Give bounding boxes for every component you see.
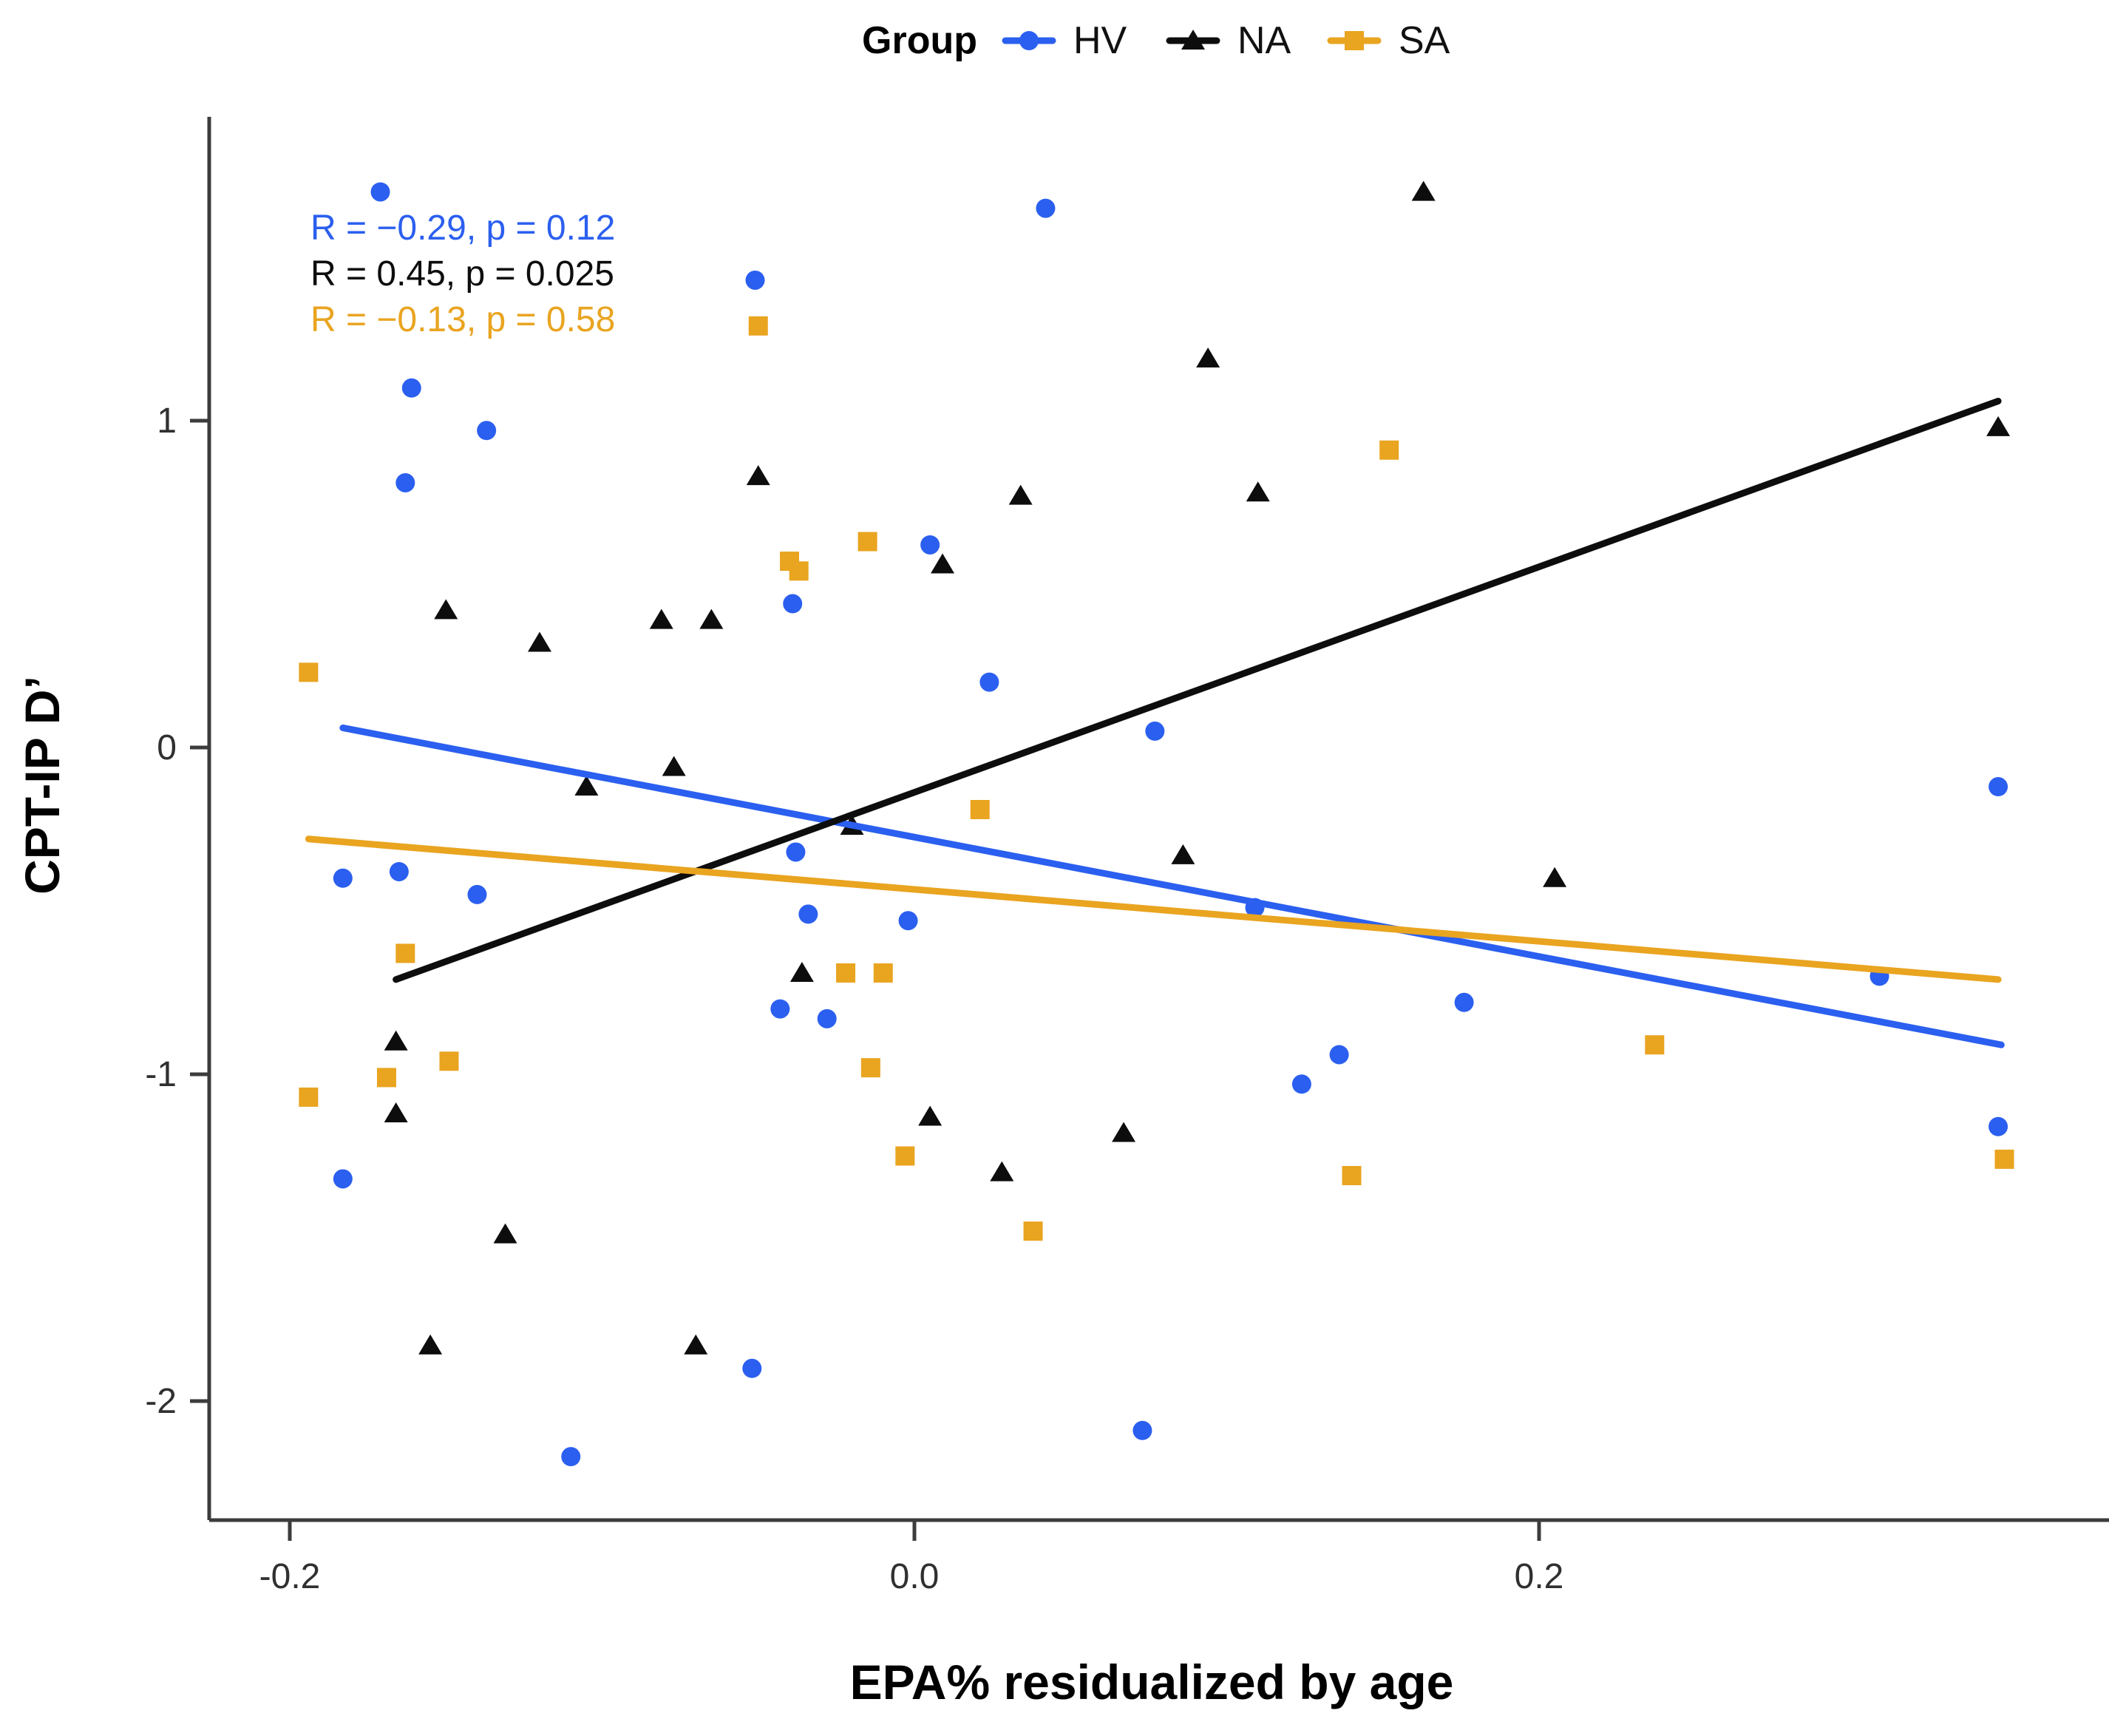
hv-data-point [1454,992,1474,1012]
y-tick-label: -1 [145,1055,177,1094]
sa-data-point [895,1146,915,1166]
series-sa-points [299,316,2014,1241]
hv-data-point [979,672,999,692]
na-data-point [990,1161,1014,1181]
sa-data-point [860,1058,880,1078]
hv-data-point [1145,721,1165,741]
y-tick-label: 1 [157,401,177,441]
na-data-point [684,1334,708,1354]
hv-data-point [920,535,940,555]
na-data-point [699,608,724,629]
legend-key-circle-icon [1019,31,1039,50]
na-data-point [434,599,458,620]
na-data-point [918,1105,943,1126]
legend-label-na: NA [1237,19,1291,62]
sa-trend-line [305,835,2002,983]
sa-data-point [857,532,877,552]
na-data-point [1112,1122,1136,1142]
sa-data-point [439,1051,459,1071]
sa-data-point [376,1068,396,1088]
hv-data-point [770,999,790,1019]
hv-data-point [1291,1074,1311,1094]
hv-data-point [783,594,803,614]
axes: 1 0 -1 -2 -0.2 0.0 0.2 [145,117,2109,1596]
hv-data-point [786,842,806,862]
legend: Group HV NA SA [862,19,1450,62]
y-tick-label: -2 [145,1382,177,1421]
sa-data-point [1994,1149,2014,1169]
hv-data-point [395,472,415,492]
hv-data-point [1329,1045,1349,1065]
na-data-point [746,465,770,486]
na-data-point [1196,347,1220,368]
hv-data-point [798,904,818,924]
na-data-point [384,1102,408,1123]
na-trend-line [393,397,2002,983]
legend-label-hv: HV [1073,19,1127,62]
na-correlation-annotation: R = 0.45, p = 0.025 [310,254,614,294]
na-data-point [931,553,955,574]
na-data-point [649,608,673,629]
x-tick-label: 0.2 [1515,1557,1564,1596]
na-data-point [1246,481,1270,502]
na-data-point [662,756,686,776]
sa-data-point [836,963,856,983]
hv-data-point [561,1447,581,1467]
hv-data-point [401,378,421,398]
na-data-point [1411,180,1436,201]
y-axis-title: CPT-IP D’ [15,676,69,895]
na-data-point [789,961,814,982]
na-data-point [1171,844,1195,864]
sa-data-point [395,943,415,963]
hv-data-point [745,270,765,290]
hv-data-point [742,1358,762,1378]
sa-correlation-annotation: R = −0.13, p = 0.58 [310,300,615,339]
x-axis-title: EPA% residualized by age [850,1655,1454,1709]
hv-trend-line [339,724,2005,1048]
na-data-point [1008,484,1033,505]
hv-data-point [817,1008,837,1028]
sa-data-point [748,316,768,336]
hv-data-point [467,884,487,904]
na-data-point [1986,416,2011,436]
hv-data-point [477,421,497,441]
hv-data-point [1036,198,1056,218]
hv-data-point [1989,777,2008,797]
sa-data-point [789,561,809,581]
sa-data-point [299,662,319,682]
legend-key-triangle-icon [1181,30,1205,50]
hv-data-point [333,868,353,888]
hv-data-point [333,1169,353,1189]
series-na-points [384,180,2011,1354]
na-data-point [384,1030,408,1051]
x-tick-label: -0.2 [259,1557,321,1596]
hv-data-point [898,911,918,931]
legend-title: Group [862,19,977,62]
sa-data-point [299,1087,319,1107]
sa-data-point [1645,1035,1665,1055]
hv-data-point [370,182,390,202]
na-data-point [574,776,599,796]
sa-data-point [1342,1166,1362,1186]
sa-data-point [873,963,893,983]
legend-key-square-icon [1345,31,1364,50]
hv-data-point [1989,1116,2008,1136]
na-data-point [418,1334,443,1354]
na-data-point [493,1223,517,1244]
sa-data-point [1379,440,1399,460]
na-data-point [528,631,551,652]
y-tick-label: 0 [157,728,177,767]
x-tick-label: 0.0 [890,1557,940,1596]
hv-correlation-annotation: R = −0.29, p = 0.12 [310,208,615,248]
legend-label-sa: SA [1399,19,1450,62]
na-data-point [1543,867,1567,887]
sa-data-point [970,799,990,819]
hv-data-point [1132,1420,1152,1440]
sa-data-point [1023,1221,1043,1241]
hv-data-point [389,861,409,881]
